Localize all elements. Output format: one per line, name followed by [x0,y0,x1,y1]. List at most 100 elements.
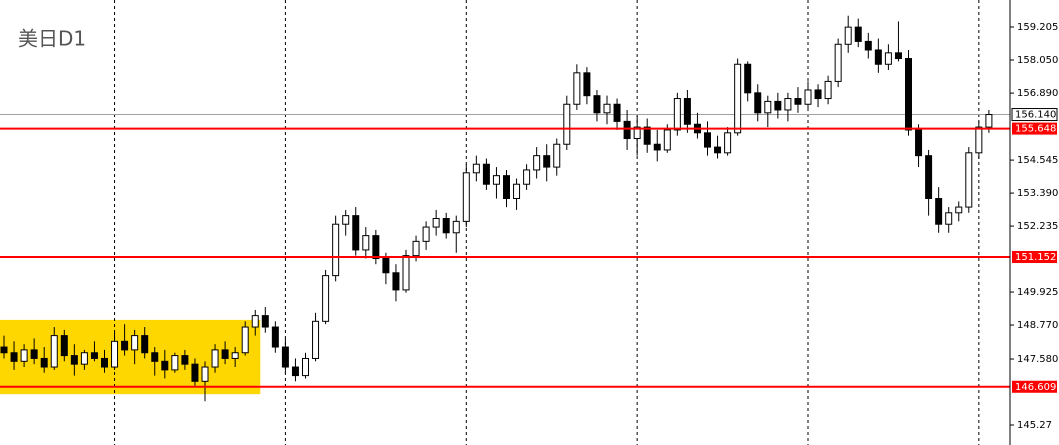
candle-body [50,335,58,368]
candle-body [30,349,38,359]
candle-body [663,129,671,151]
candle-body [673,98,681,131]
level-label-box [1012,251,1057,264]
candle-body [312,320,320,359]
candle-body [814,89,822,100]
candle-body [945,212,953,225]
candle-body [563,103,571,145]
candle-body [412,240,420,257]
candle-body [352,215,360,251]
candle-body [362,235,370,251]
candle-body [533,155,541,171]
candle-body [935,198,943,225]
candle-body [754,92,762,114]
candle-body [101,357,108,368]
y-tick-label: 149.925 [1017,287,1058,298]
candle-body [211,349,219,368]
candle-body [261,315,269,328]
candle-body [161,360,169,371]
candle-body [613,103,621,122]
candle-body [121,340,129,351]
candle-body [764,100,772,114]
candle-body [874,49,882,65]
level-label: 146.609 [1015,382,1056,393]
candle-body [734,63,742,134]
y-tick-label: 158.050 [1017,55,1058,66]
y-tick-label: 145.27 [1017,420,1052,431]
candle-body [402,255,410,291]
y-tick-label: 153.390 [1017,188,1058,199]
candle-body [925,155,933,200]
candle-body [543,155,551,168]
candle-body [583,72,591,97]
candle-body [794,98,802,105]
candle-body [231,352,239,359]
level-label: 151.152 [1015,252,1056,263]
level-label: 155.648 [1015,124,1056,135]
candle-body [503,175,510,200]
candle-body [472,163,480,174]
candle-body [291,366,299,377]
axis-bg [1010,0,1059,445]
candle-body [683,98,691,125]
candle-body [141,335,149,354]
candle-body [10,352,18,362]
candle-body [955,206,963,214]
candle-body [834,43,842,82]
y-tick-label: 152.235 [1017,221,1058,232]
candle-body [0,346,8,354]
candle-body [40,357,48,368]
candle-body [452,220,460,234]
candle-body [824,80,832,100]
highlight-zone [0,319,261,395]
candle-body [482,163,490,185]
candle-body [332,223,340,277]
candle-body [804,89,812,105]
candle-body [553,143,561,168]
level-label-box [1012,380,1057,393]
chart-title: 美日D1 [18,27,86,51]
candle-body [653,143,661,151]
candle-body [523,169,531,185]
candle-body [241,326,249,354]
candle-body [442,218,450,234]
candle-body [322,275,330,322]
candle-body [281,346,289,368]
candle-body [302,357,309,377]
level-label-box [1012,122,1057,135]
y-tick-label: 154.545 [1017,155,1058,166]
candle-body [774,100,782,111]
candle-body [392,272,400,291]
candle-body [704,132,711,148]
candle-body [20,349,28,362]
candle-body [724,132,732,154]
y-tick-label: 148.770 [1017,320,1058,331]
candle-body [492,175,500,185]
candle-body [432,218,440,228]
candle-body [854,26,862,42]
candle-body [131,335,139,351]
candle-body [422,226,430,242]
candle-body [844,26,852,45]
current-price-label: 156.140 [1015,110,1056,121]
candle-body [111,340,119,368]
candle-body [915,129,923,157]
candle-body [462,172,470,222]
candle-body [985,114,993,128]
candle-body [513,183,521,200]
candle-body [593,95,601,114]
candle-body [894,52,902,60]
y-tick-label: 156.890 [1017,88,1058,99]
candle-body [744,63,752,94]
candle-body [191,363,199,382]
candle-body [714,146,722,154]
candle-body [975,126,983,154]
candle-body [573,72,581,105]
candle-body [603,103,611,114]
candle-body [181,355,189,365]
candle-body [382,257,390,274]
candle-body [623,120,631,140]
candle-body [171,355,179,371]
